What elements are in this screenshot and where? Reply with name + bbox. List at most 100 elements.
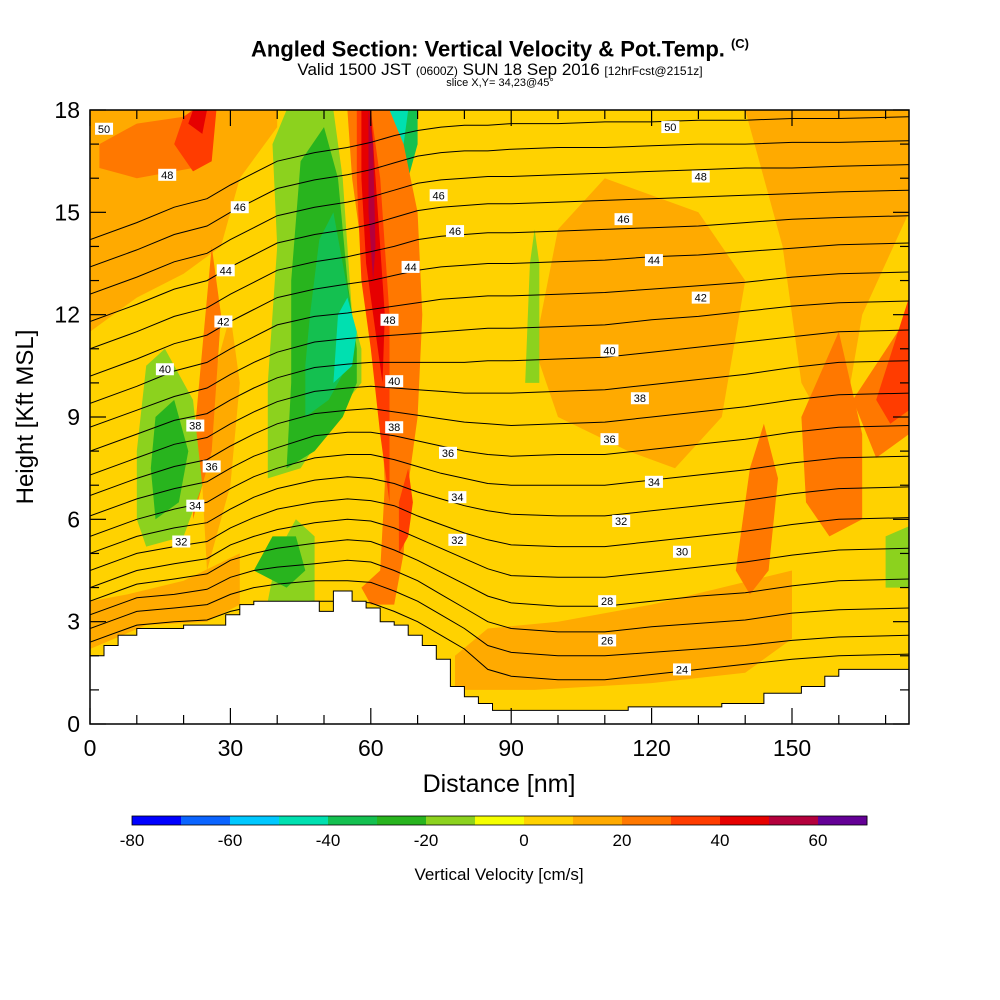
velocity-region-30 [368,110,376,281]
x-tick-label: 150 [773,735,811,761]
isentrope-line-8 [90,425,909,517]
velocity-region-13 [174,110,217,172]
isentrope-label-30: 28 [598,595,617,608]
isentrope-label-bg [448,491,467,504]
isentrope-line-15 [90,215,909,350]
isentrope-line-10 [90,360,909,476]
isentrope-label-text: 42 [695,293,707,305]
isentrope-label-text: 38 [388,422,400,434]
colorbar-swatch [475,816,525,825]
slice-info: slice X,Y= 34,23@45° [446,77,554,89]
isentrope-label-text: 24 [676,664,688,676]
x-tick-label: 0 [84,735,97,761]
valid-utc: (0600Z) [415,64,458,78]
colorbar-swatch [377,816,427,825]
colorbar-tick-label: 60 [809,831,828,850]
isentrope-label-bg [172,535,191,548]
colorbar: -80 -60 -40 -20 0 20 40 60 [120,815,868,850]
isentrope-label-24: 40 [600,344,619,357]
y-tick-label: 0 [67,711,80,737]
colorbar-tick-label: 0 [519,831,528,850]
colorbar-tick-label: 20 [613,831,632,850]
isentrope-line-7 [90,454,909,537]
colorbar-tick-label: -20 [414,831,439,850]
isentrope-label-5: 40 [155,363,174,376]
colorbar-tick-label: -80 [120,831,145,850]
isentrope-label-bg [644,254,663,267]
isentrope-line-3 [90,539,909,607]
isentrope-labels: 50 48 46 44 42 40 38 36 34 32 48 40 38 36 34 32 46 46 44 50… [95,121,710,676]
isentrope-label-0: 50 [95,122,114,136]
isentrope-label-text: 40 [159,364,171,376]
isentrope-label-text: 48 [383,315,395,327]
isentrope-label-31: 26 [598,634,617,647]
x-axis-label: Distance [nm] [423,770,576,798]
isentrope-label-bg [612,515,631,528]
isentrope-label-29: 30 [673,545,692,559]
isentrope-label-text: 28 [601,596,613,608]
isentrope-label-19: 50 [661,121,680,134]
y-axis-label: Height [Kft MSL] [12,330,39,505]
velocity-region-2 [90,553,240,649]
isentrope-line-13 [90,271,909,404]
colorbar-swatch [132,816,182,825]
isentrope-line-0 [90,600,909,681]
terrain-mask [89,590,910,725]
isentrope-label-bg [380,313,399,326]
isentrope-label-text: 42 [217,316,229,328]
y-tick-label: 9 [67,404,80,430]
y-tick-label: 12 [54,302,80,328]
isentrope-label-bg [385,421,404,434]
isentrope-label-bg [214,315,233,328]
velocity-region-25 [333,297,357,383]
isentrope-label-bg [155,363,174,376]
isentrope-label-20: 48 [691,170,710,184]
isentrope-label-bg [448,533,467,546]
isentrope-label-8: 34 [186,499,205,513]
isentrope-label-bg [446,225,465,238]
isentrope-label-text: 46 [234,202,246,214]
isentrope-label-text: 34 [451,492,463,504]
isentrope-label-bg [598,595,617,608]
isentrope-line-5 [90,498,909,571]
isentrope-label-text: 32 [615,516,627,528]
isentrope-label-text: 40 [388,376,400,388]
velocity-region-14 [188,110,207,134]
isentrope-label-text: 44 [648,255,660,267]
colorbar-label: Vertical Velocity [cm/s] [414,865,583,884]
y-tick-label: 6 [67,506,80,532]
isentrope-label-text: 46 [617,214,629,226]
isentrope-label-bg [401,260,420,273]
colorbar-swatch [573,816,623,825]
colorbar-frame [131,815,868,826]
isentrope-label-21: 46 [614,213,633,226]
terrain-polygon [89,590,910,725]
isentrope-label-3: 44 [216,264,235,277]
isentrope-line-19 [90,116,909,241]
chart-title: Angled Section: Vertical Velocity & Pot.… [0,36,1000,62]
isentrope-line-1 [90,580,909,657]
isentrope-label-25: 38 [630,392,649,405]
isentrope-label-text: 46 [449,226,461,238]
isentrope-label-text: 50 [98,124,110,136]
isentrope-line-12 [90,300,909,428]
isentrope-label-text: 48 [695,172,707,184]
isentrope-label-text: 40 [603,345,615,357]
isentrope-label-17: 46 [446,225,465,238]
velocity-region-3 [202,314,240,571]
isentrope-label-14: 34 [448,491,467,504]
isentrope-label-1: 48 [158,168,177,182]
colorbar-swatch [671,816,721,825]
isentrope-label-bg [385,375,404,388]
isentrope-label-text: 34 [648,477,660,489]
isentrope-label-text: 48 [161,170,173,182]
isentrope-label-bg [614,213,633,226]
isentrope-line-9 [90,392,909,496]
isentrope-label-bg [600,344,619,357]
isentrope-label-2: 46 [230,201,249,214]
isentrope-label-text: 30 [676,547,688,559]
x-tick-label: 30 [218,735,244,761]
isentrope-line-11 [90,329,909,452]
isentrope-label-bg [600,433,619,446]
velocity-region-21 [253,536,306,588]
